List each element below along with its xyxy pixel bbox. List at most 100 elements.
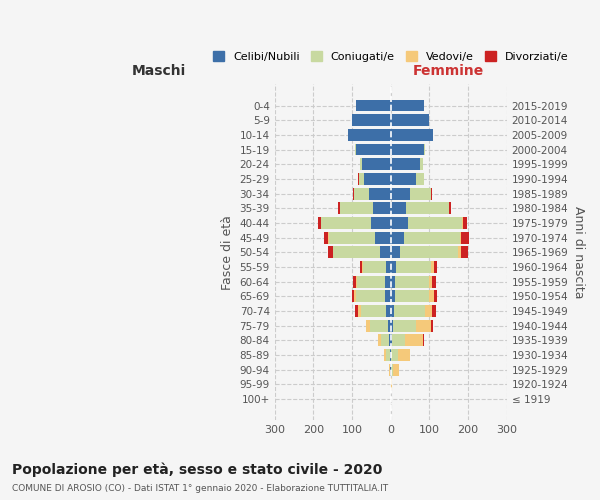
Bar [406,202,449,214]
Text: COMUNE DI AROSIO (CO) - Dati ISTAT 1° gennaio 2020 - Elaborazione TUTTITALIA.IT: COMUNE DI AROSIO (CO) - Dati ISTAT 1° ge… [12,484,388,493]
Bar [391,378,392,390]
Bar [391,364,393,376]
Bar [328,246,332,258]
Bar [391,276,395,287]
Bar [338,202,340,214]
Bar [340,202,373,214]
Bar [364,173,391,185]
Bar [389,334,391,346]
Bar [375,232,391,243]
Bar [416,320,431,332]
Bar [396,261,431,273]
Y-axis label: Anni di nascita: Anni di nascita [572,206,585,298]
Bar [462,217,463,229]
Bar [449,202,451,214]
Bar [370,320,388,332]
Bar [362,261,363,273]
Bar [434,290,437,302]
Bar [430,276,433,287]
Bar [391,188,410,200]
Bar [416,173,424,185]
Bar [391,305,394,317]
Bar [384,349,386,361]
Bar [391,320,392,332]
Bar [348,129,391,141]
Bar [353,188,354,200]
Bar [353,276,356,287]
Bar [358,305,361,317]
Bar [371,217,391,229]
Bar [358,173,359,185]
Bar [406,334,423,346]
Bar [463,217,467,229]
Bar [431,261,434,273]
Bar [386,261,391,273]
Bar [385,290,391,302]
Bar [363,261,386,273]
Bar [423,334,424,346]
Bar [380,246,391,258]
Bar [391,349,398,361]
Bar [334,246,380,258]
Text: Maschi: Maschi [131,64,186,78]
Bar [352,290,355,302]
Bar [362,158,391,170]
Bar [355,290,356,302]
Bar [433,305,436,317]
Bar [391,246,400,258]
Legend: Celibi/Nubili, Coniugati/e, Vedovi/e, Divorziati/e: Celibi/Nubili, Coniugati/e, Vedovi/e, Di… [209,46,573,66]
Bar [424,144,425,156]
Y-axis label: Fasce di età: Fasce di età [221,215,234,290]
Bar [321,217,371,229]
Bar [391,232,404,243]
Bar [392,320,416,332]
Bar [386,349,390,361]
Bar [386,305,391,317]
Bar [356,276,357,287]
Bar [400,246,458,258]
Bar [332,246,334,258]
Bar [433,276,436,287]
Bar [395,276,430,287]
Bar [389,364,390,376]
Bar [380,334,389,346]
Bar [425,305,433,317]
Bar [391,173,416,185]
Bar [431,320,433,332]
Bar [385,276,391,287]
Bar [356,144,391,156]
Bar [391,114,430,126]
Bar [391,144,424,156]
Bar [394,305,425,317]
Bar [393,364,399,376]
Bar [461,232,469,243]
Bar [354,188,370,200]
Bar [398,349,410,361]
Text: Femmine: Femmine [413,64,484,78]
Bar [391,158,419,170]
Bar [391,202,406,214]
Bar [352,114,391,126]
Bar [430,290,434,302]
Bar [431,188,432,200]
Bar [356,100,391,112]
Bar [390,349,391,361]
Bar [392,334,406,346]
Bar [391,334,392,346]
Bar [395,290,430,302]
Text: Popolazione per età, sesso e stato civile - 2020: Popolazione per età, sesso e stato civil… [12,462,382,477]
Bar [408,217,462,229]
Bar [359,173,364,185]
Bar [391,290,395,302]
Bar [461,246,467,258]
Bar [391,100,424,112]
Bar [360,261,362,273]
Bar [355,305,358,317]
Bar [370,188,391,200]
Bar [391,129,433,141]
Bar [367,320,370,332]
Bar [458,246,461,258]
Bar [460,232,461,243]
Bar [357,276,385,287]
Bar [360,158,362,170]
